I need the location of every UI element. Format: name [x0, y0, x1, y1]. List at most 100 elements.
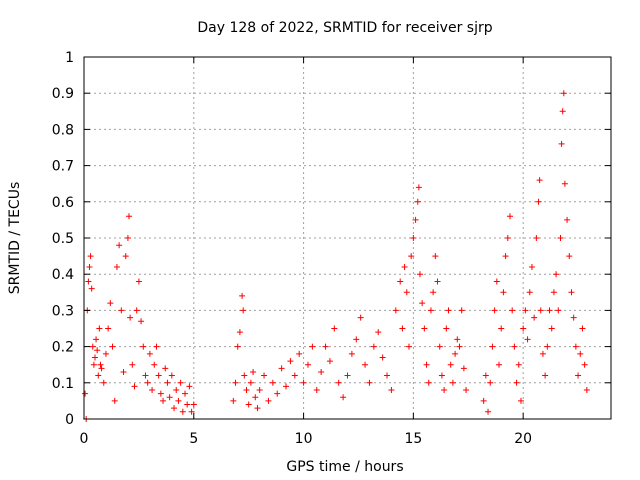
- data-point: [296, 350, 303, 357]
- data-point: [89, 343, 96, 350]
- data-point: [168, 372, 175, 379]
- data-points: [82, 90, 590, 422]
- data-point: [564, 216, 571, 223]
- data-point: [432, 253, 439, 260]
- data-point: [116, 242, 123, 249]
- data-point: [300, 379, 307, 386]
- data-point: [438, 372, 445, 379]
- data-point: [160, 397, 167, 404]
- data-point: [401, 263, 408, 270]
- data-point: [370, 343, 377, 350]
- data-point: [517, 397, 524, 404]
- data-point: [236, 329, 243, 336]
- data-point: [533, 235, 540, 241]
- data-point: [570, 314, 577, 321]
- data-point: [460, 365, 467, 372]
- data-point: [392, 307, 399, 314]
- data-point: [415, 184, 422, 191]
- data-point: [151, 361, 158, 368]
- data-point: [241, 372, 248, 379]
- data-point: [511, 343, 518, 350]
- data-point: [423, 361, 430, 368]
- y-tick-label: 0.4: [52, 267, 74, 283]
- chart-title: Day 128 of 2022, SRMTID for receiver sjr…: [197, 20, 492, 36]
- data-point: [118, 307, 125, 314]
- data-point: [88, 285, 95, 292]
- data-point: [256, 387, 263, 394]
- data-point: [504, 235, 511, 241]
- data-point: [291, 372, 298, 379]
- data-point: [524, 336, 531, 343]
- data-point: [82, 390, 89, 397]
- data-point: [131, 383, 138, 390]
- data-point: [164, 379, 171, 386]
- data-point: [572, 343, 579, 350]
- data-point: [447, 361, 454, 368]
- data-point: [443, 325, 450, 332]
- data-point: [553, 271, 560, 278]
- data-point: [379, 354, 386, 361]
- data-point: [558, 140, 565, 147]
- data-point: [173, 387, 180, 394]
- data-point: [265, 397, 272, 404]
- data-point: [427, 307, 434, 314]
- y-tick-label: 0.3: [52, 303, 74, 319]
- data-point: [445, 307, 452, 314]
- y-axis-label: SRMTID / TECUs: [7, 182, 23, 295]
- data-point: [135, 278, 142, 285]
- data-point: [482, 372, 489, 379]
- data-point: [546, 307, 553, 314]
- data-point: [500, 289, 507, 296]
- data-point: [138, 318, 145, 325]
- data-point: [502, 253, 509, 260]
- data-point: [162, 365, 169, 372]
- data-point: [498, 325, 505, 332]
- data-point: [87, 253, 94, 260]
- x-tick-labels: 0 5 10 15 20: [80, 431, 533, 447]
- data-point: [278, 365, 285, 372]
- data-point: [456, 343, 463, 350]
- data-point: [458, 307, 465, 314]
- data-point: [397, 278, 404, 285]
- data-point: [513, 379, 520, 386]
- data-point: [304, 361, 311, 368]
- data-point: [509, 307, 516, 314]
- data-point: [399, 325, 406, 332]
- data-point: [250, 368, 257, 375]
- data-point: [86, 263, 93, 270]
- data-point: [331, 325, 338, 332]
- data-point: [313, 387, 320, 394]
- data-point: [127, 314, 134, 321]
- data-point: [362, 361, 369, 368]
- data-point: [454, 336, 461, 343]
- data-point: [535, 198, 542, 205]
- data-point: [353, 336, 360, 343]
- data-point: [245, 401, 252, 408]
- y-tick-labels: 0 0.1 0.2 0.3 0.4 0.5 0.6 0.7 0.8 0.9 1: [52, 50, 74, 428]
- data-point: [414, 198, 421, 205]
- data-point: [85, 278, 92, 285]
- data-point: [98, 365, 105, 372]
- data-point: [550, 289, 557, 296]
- x-tick-label: 20: [514, 431, 532, 447]
- data-point: [144, 379, 151, 386]
- data-point: [232, 379, 239, 386]
- data-point: [421, 325, 428, 332]
- data-point: [441, 387, 448, 394]
- data-point: [171, 405, 178, 412]
- data-point: [452, 350, 459, 357]
- data-point: [149, 387, 156, 394]
- x-axis-label: GPS time / hours: [286, 459, 403, 475]
- data-point: [111, 397, 118, 404]
- data-point: [146, 350, 153, 357]
- data-point: [274, 390, 281, 397]
- data-point: [485, 408, 492, 415]
- data-point: [555, 307, 562, 314]
- data-point: [91, 354, 98, 361]
- data-point: [230, 397, 237, 404]
- data-point: [344, 372, 351, 379]
- data-point: [190, 401, 197, 408]
- data-point: [240, 307, 247, 314]
